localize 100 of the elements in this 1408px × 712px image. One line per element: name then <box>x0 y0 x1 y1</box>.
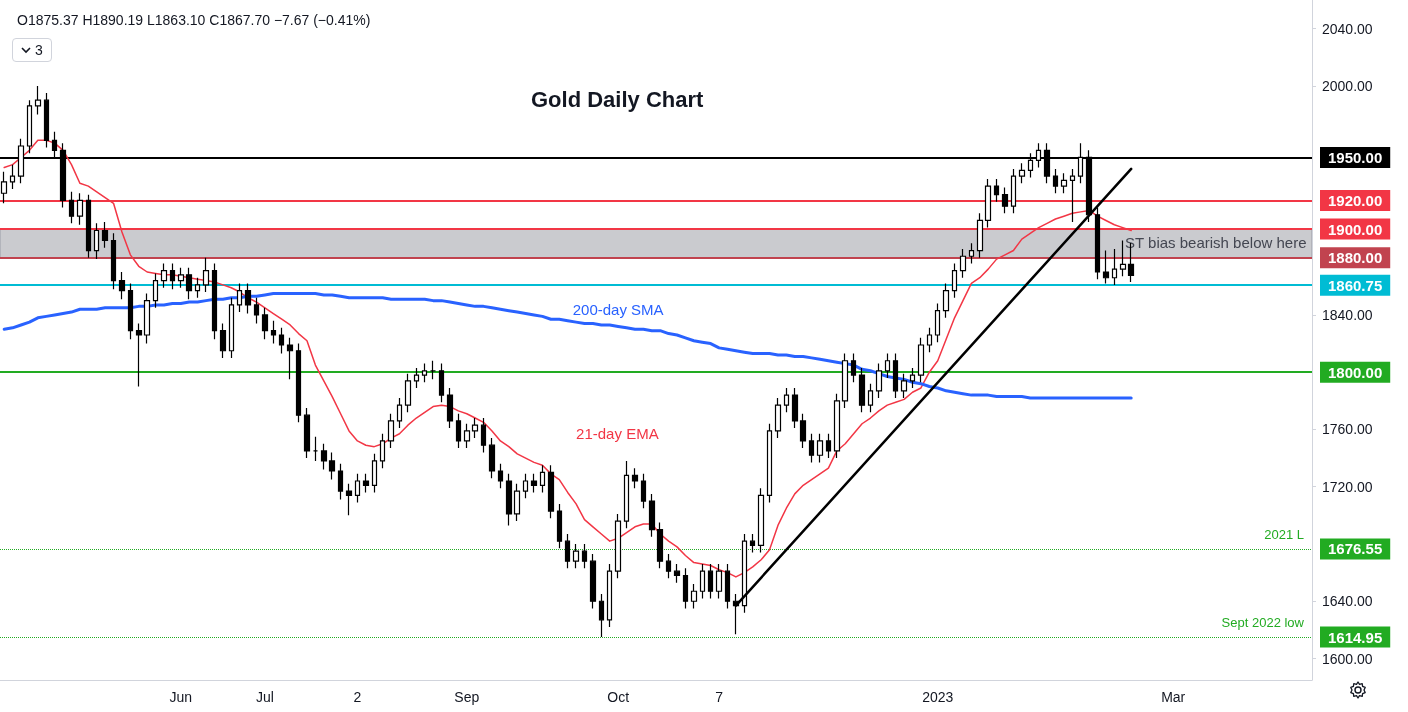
y-tick-label: 1840.00 <box>1322 306 1373 323</box>
candlestick <box>564 533 571 569</box>
candlestick <box>665 553 672 579</box>
candlestick <box>421 363 428 383</box>
candlestick <box>959 248 967 279</box>
candlestick <box>404 373 412 413</box>
candlestick <box>295 342 302 423</box>
candlestick <box>867 383 874 413</box>
candlestick <box>581 543 588 569</box>
candlestick <box>682 567 689 610</box>
candlestick <box>320 443 328 471</box>
candlestick <box>236 282 243 313</box>
candlestick <box>143 292 151 345</box>
candlestick <box>875 363 883 399</box>
candlestick <box>68 191 75 224</box>
candlestick <box>261 307 269 340</box>
candlestick <box>690 583 698 610</box>
candlestick <box>858 367 866 413</box>
band-label: ST bias bearish below here <box>1125 233 1307 251</box>
candlestick <box>169 262 176 290</box>
candlestick <box>850 353 857 383</box>
candlestick <box>993 178 1000 203</box>
candlestick <box>909 367 916 389</box>
ref-line-label: 1800.00 <box>1328 363 1383 381</box>
candlestick <box>1052 168 1059 194</box>
candlestick <box>312 436 319 462</box>
candlestick <box>530 473 538 494</box>
candlestick <box>589 553 597 610</box>
candlestick <box>673 563 681 584</box>
candlestick <box>774 397 782 439</box>
candlestick <box>438 363 445 403</box>
y-tick-label: 1600.00 <box>1322 650 1373 667</box>
candlestick <box>463 423 471 449</box>
candlestick <box>808 433 815 463</box>
candlestick <box>1069 168 1076 223</box>
candlestick <box>884 353 891 379</box>
candlestick <box>118 271 126 300</box>
annotation: Sept 2022 low <box>1221 615 1305 631</box>
candlestick <box>942 282 950 319</box>
candlestick <box>556 503 563 549</box>
candlestick <box>1018 162 1026 184</box>
annotation: 2021 L <box>1264 526 1304 542</box>
x-tick-label: Jul <box>255 689 274 705</box>
candlestick <box>497 463 504 489</box>
candlestick <box>968 242 975 265</box>
candlestick <box>101 221 109 249</box>
candlestick <box>757 487 765 554</box>
candlestick <box>707 563 714 599</box>
candlestick <box>480 417 487 453</box>
candlestick <box>783 387 790 413</box>
candlestick <box>34 85 42 116</box>
ref-line-label: 1950.00 <box>1328 148 1383 166</box>
candlestick <box>429 360 437 380</box>
candlestick <box>766 423 773 504</box>
candlestick <box>1119 239 1127 277</box>
candlestick <box>614 513 622 579</box>
candlestick <box>379 433 386 469</box>
x-tick-label: Mar <box>1161 689 1186 705</box>
candlestick <box>354 473 361 504</box>
candlestick <box>362 473 370 494</box>
y-tick-label: 2040.00 <box>1322 20 1373 37</box>
x-tick-label: Sep <box>454 689 480 705</box>
candlestick <box>1111 248 1118 286</box>
candlestick <box>270 320 277 345</box>
candlestick <box>791 387 799 429</box>
candlestick <box>413 367 420 389</box>
candlestick <box>177 267 185 289</box>
x-tick-label: 2023 <box>922 689 954 705</box>
series-label: 200-day SMA <box>572 301 664 319</box>
candlestick <box>286 337 294 380</box>
candlestick <box>219 322 227 359</box>
candlestick <box>825 433 832 459</box>
candlestick <box>43 92 50 149</box>
y-tick-label: 1640.00 <box>1322 593 1373 610</box>
candlestick <box>505 473 513 526</box>
candlestick <box>152 272 159 309</box>
candlestick <box>699 563 706 599</box>
candlestick <box>26 99 33 154</box>
candlestick <box>623 460 630 529</box>
line-series <box>2 291 1133 400</box>
candlestick <box>202 257 210 293</box>
candlestick <box>211 262 218 340</box>
candlestick <box>135 322 143 388</box>
candlestick <box>513 483 521 522</box>
ref-line-label: 1920.00 <box>1328 191 1383 209</box>
candlestick <box>547 464 555 519</box>
candlestick <box>900 373 908 399</box>
annotation: O1875.37 H1890.19 L1863.10 C1867.70 −7.67 (−0.41%) <box>17 12 371 28</box>
text: Gold Daily Chart <box>531 86 705 112</box>
y-tick-label: 1720.00 <box>1322 478 1373 495</box>
candlestick <box>194 277 201 299</box>
candlestick <box>841 353 849 409</box>
ref-line-label: 1900.00 <box>1328 220 1383 238</box>
candlestick <box>631 467 639 489</box>
candlestick <box>1102 249 1110 285</box>
candlestick <box>244 282 252 315</box>
candlestick <box>572 543 580 569</box>
candlestick <box>160 262 168 289</box>
candlestick <box>715 563 723 599</box>
candlestick <box>640 473 647 509</box>
